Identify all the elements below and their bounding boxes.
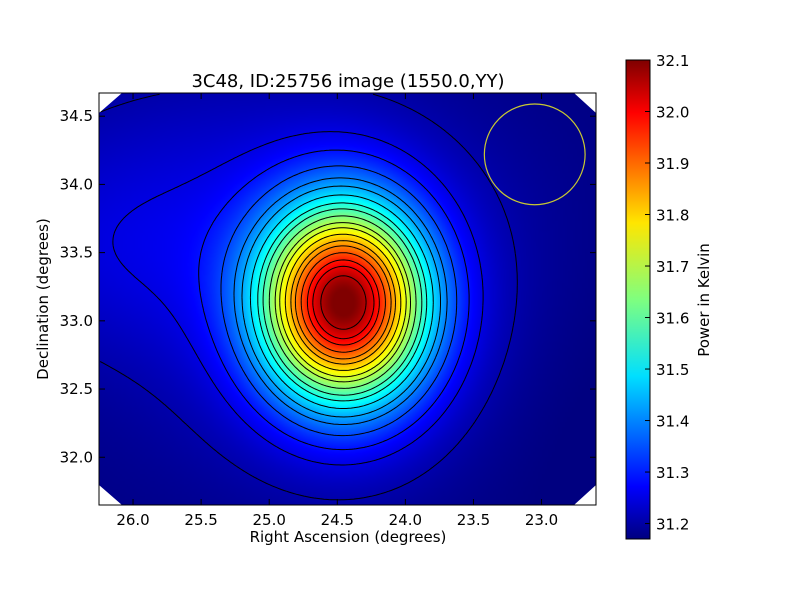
colorbar-tick-label: 31.5 [656, 361, 689, 379]
colorbar-tick-label: 31.2 [656, 516, 689, 534]
contour-line [220, 165, 458, 437]
contour-line [284, 233, 402, 371]
contour-line [320, 275, 367, 330]
contour-line [306, 259, 380, 346]
plot-frame [98, 92, 597, 506]
contour-line [257, 202, 428, 402]
contour-line [233, 177, 448, 425]
x-tick-label: 23.5 [457, 511, 490, 529]
colorbar-tick-label: 31.7 [656, 258, 689, 276]
y-tick-label: 34.0 [60, 175, 93, 193]
x-tick-label: 24.5 [321, 511, 354, 529]
y-axis-label: Declination (degrees) [34, 218, 52, 380]
y-tick-label: 33.0 [60, 312, 93, 330]
y-tick-label: 32.5 [60, 380, 93, 398]
y-tick-label: 34.5 [60, 107, 93, 125]
colorbar-tick-label: 31.4 [656, 413, 689, 431]
plot-area [99, 93, 596, 505]
colorbar-tick-label: 31.6 [656, 310, 689, 328]
contour-line [290, 240, 396, 365]
chart-title: 3C48, ID:25756 image (1550.0,YY) [191, 71, 504, 92]
contour-line [300, 252, 386, 353]
contour-line [312, 265, 375, 340]
y-axis: 32.0 32.5 33.0 33.5 34.0 34.5 [60, 107, 596, 466]
x-tick-label: 24.0 [389, 511, 422, 529]
contour-line [279, 227, 407, 378]
colorbar-tick-label: 32.1 [656, 52, 689, 70]
colorbar-ticks: 31.2 31.3 31.4 31.5 31.6 31.7 31.8 31.9 32.0 32.1 [645, 52, 689, 534]
contour-line [198, 149, 470, 451]
colorbar-label: Power in Kelvin [695, 243, 713, 357]
contour-lines [99, 93, 518, 501]
x-tick-label: 23.0 [525, 511, 558, 529]
x-tick-label: 26.0 [116, 511, 149, 529]
y-tick-label: 32.0 [60, 448, 93, 466]
contour-line [274, 222, 411, 383]
contour-line [112, 131, 484, 466]
x-tick-label: 25.0 [253, 511, 286, 529]
corner-masks [99, 93, 596, 505]
colorbar-tick-label: 31.8 [656, 207, 689, 225]
contour-line [249, 194, 434, 409]
contour-line [262, 208, 423, 396]
contour-line [99, 93, 518, 501]
contour-line [294, 245, 392, 360]
colorbar-tick-label: 32.0 [656, 104, 689, 122]
y-tick-label: 33.5 [60, 244, 93, 262]
x-tick-label: 25.5 [184, 511, 217, 529]
colorbar-tick-label: 31.9 [656, 155, 689, 173]
heatmap-image [99, 93, 596, 505]
beam-circle [483, 103, 586, 206]
contour-line [268, 215, 417, 389]
x-axis-label: Right Ascension (degrees) [250, 528, 447, 546]
contour-line [241, 185, 441, 418]
colorbar [625, 59, 651, 540]
colorbar-tick-label: 31.3 [656, 464, 689, 482]
x-axis: 26.0 25.5 25.0 24.5 24.0 23.5 23.0 [116, 93, 558, 529]
